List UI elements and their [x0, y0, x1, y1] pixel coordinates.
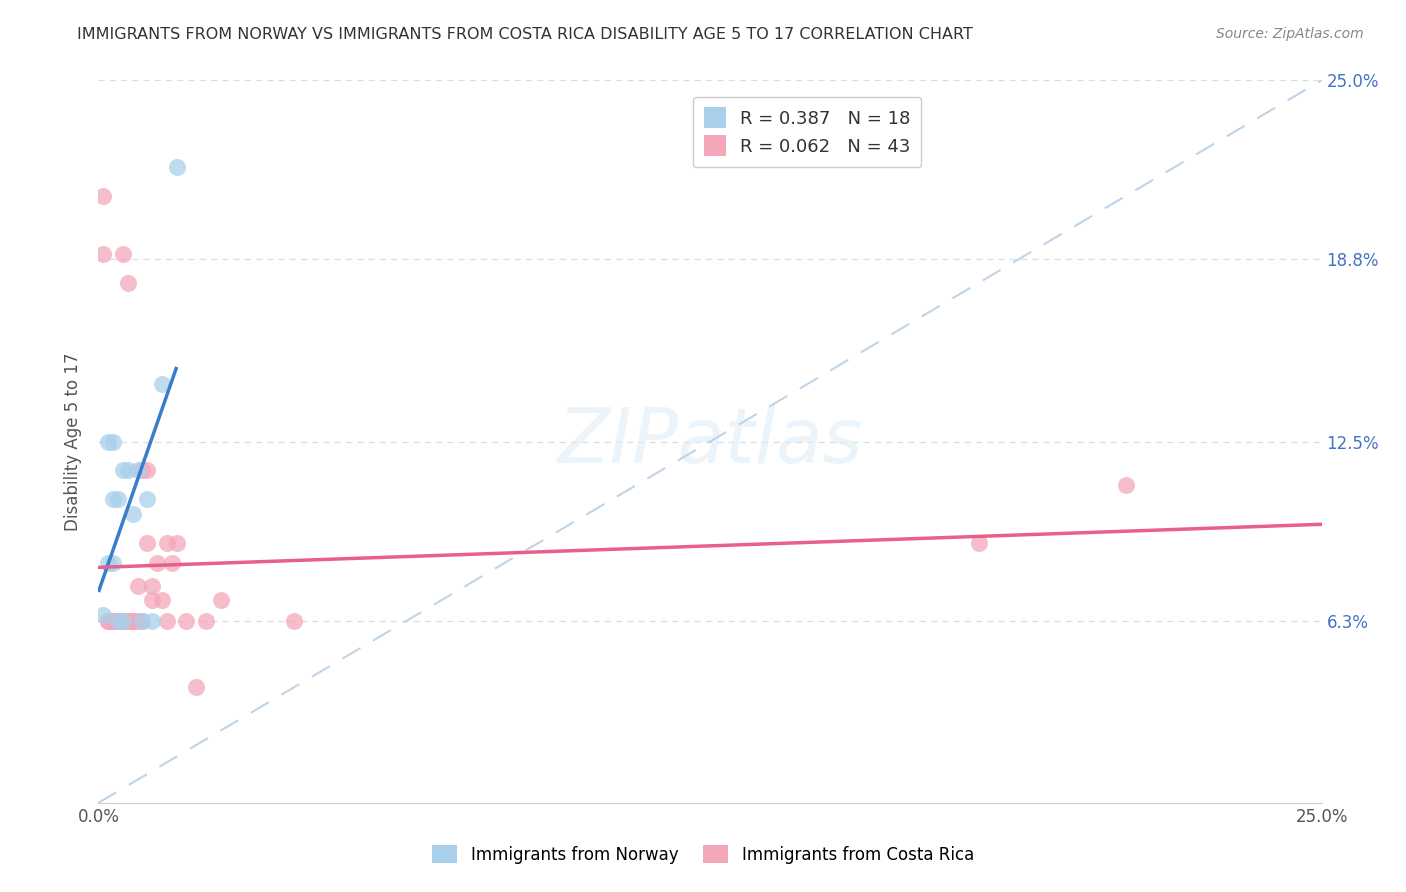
Legend: R = 0.387   N = 18, R = 0.062   N = 43: R = 0.387 N = 18, R = 0.062 N = 43 — [693, 96, 921, 167]
Point — [117, 463, 139, 477]
Point — [111, 463, 134, 477]
Point — [101, 556, 124, 570]
Point — [107, 614, 129, 628]
Point — [156, 614, 179, 628]
Point — [117, 614, 139, 628]
Point — [101, 614, 124, 628]
Point — [146, 556, 169, 570]
Point — [107, 614, 129, 628]
Point — [150, 593, 173, 607]
Y-axis label: Disability Age 5 to 17: Disability Age 5 to 17 — [65, 352, 83, 531]
Text: Source: ZipAtlas.com: Source: ZipAtlas.com — [1216, 27, 1364, 41]
Point — [127, 579, 149, 593]
Point — [160, 556, 183, 570]
Point — [101, 614, 124, 628]
Point — [107, 614, 129, 628]
Point — [91, 189, 114, 203]
Point — [107, 492, 129, 507]
Point — [97, 614, 120, 628]
Point — [131, 463, 153, 477]
Point — [156, 535, 179, 549]
Point — [101, 492, 124, 507]
Point — [195, 614, 218, 628]
Text: IMMIGRANTS FROM NORWAY VS IMMIGRANTS FROM COSTA RICA DISABILITY AGE 5 TO 17 CORR: IMMIGRANTS FROM NORWAY VS IMMIGRANTS FRO… — [77, 27, 973, 42]
Point — [283, 614, 305, 628]
Point — [1115, 478, 1137, 492]
Point — [111, 246, 134, 260]
Point — [101, 614, 124, 628]
Point — [117, 614, 139, 628]
Point — [107, 614, 129, 628]
Point — [97, 614, 120, 628]
Point — [121, 614, 143, 628]
Point — [136, 492, 159, 507]
Legend: Immigrants from Norway, Immigrants from Costa Rica: Immigrants from Norway, Immigrants from … — [426, 838, 980, 871]
Point — [967, 535, 990, 549]
Point — [166, 535, 188, 549]
Point — [141, 614, 163, 628]
Point — [121, 614, 143, 628]
Point — [136, 535, 159, 549]
Point — [209, 593, 232, 607]
Point — [136, 463, 159, 477]
Point — [121, 507, 143, 521]
Point — [107, 614, 129, 628]
Point — [131, 614, 153, 628]
Text: ZIPatlas: ZIPatlas — [557, 405, 863, 478]
Point — [101, 434, 124, 449]
Point — [91, 246, 114, 260]
Point — [97, 556, 120, 570]
Point — [141, 593, 163, 607]
Point — [141, 579, 163, 593]
Point — [117, 276, 139, 290]
Point — [111, 614, 134, 628]
Point — [127, 463, 149, 477]
Point — [97, 434, 120, 449]
Point — [107, 614, 129, 628]
Point — [127, 614, 149, 628]
Point — [111, 614, 134, 628]
Point — [150, 376, 173, 391]
Point — [131, 614, 153, 628]
Point — [121, 614, 143, 628]
Point — [101, 614, 124, 628]
Point — [186, 680, 208, 694]
Point — [176, 614, 198, 628]
Point — [111, 614, 134, 628]
Point — [166, 160, 188, 174]
Point — [91, 607, 114, 622]
